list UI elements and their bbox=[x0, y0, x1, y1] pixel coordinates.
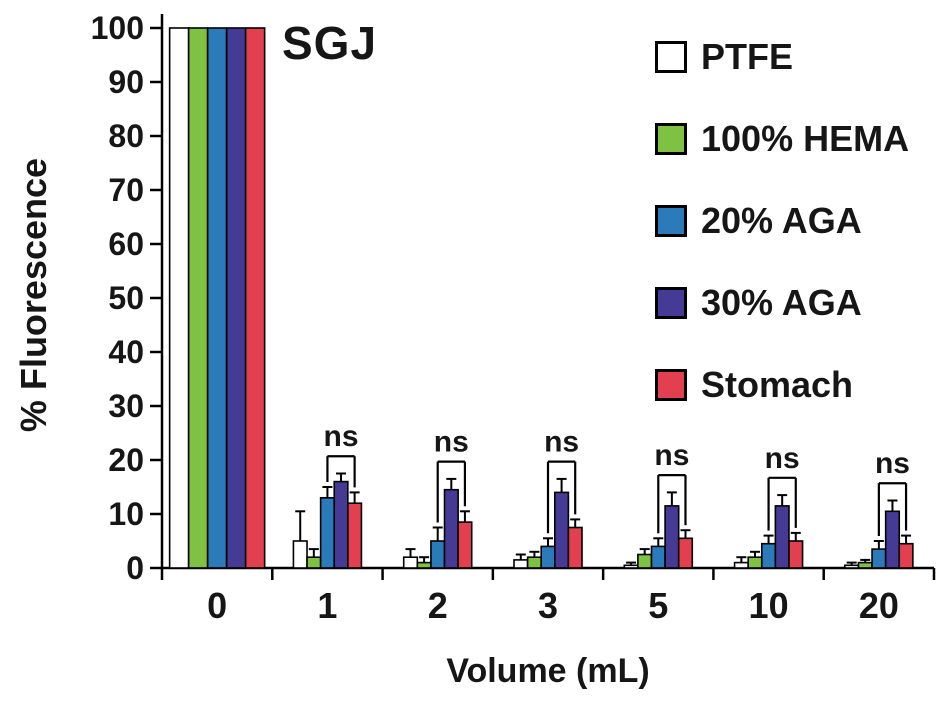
bar bbox=[884, 510, 901, 569]
bar bbox=[760, 542, 777, 569]
bar bbox=[443, 488, 459, 569]
ns-label: ns bbox=[875, 447, 910, 480]
y-tick-label: 80 bbox=[108, 118, 144, 154]
y-tick-label: 100 bbox=[91, 10, 144, 46]
bar bbox=[553, 491, 570, 569]
ns-label: ns bbox=[654, 439, 689, 472]
x-category-label: 3 bbox=[538, 585, 558, 626]
bar bbox=[526, 556, 542, 569]
chart-title: SGJ bbox=[282, 17, 378, 69]
bar bbox=[416, 561, 432, 569]
bar bbox=[333, 480, 349, 569]
x-category-label: 5 bbox=[648, 585, 668, 626]
bar bbox=[871, 548, 887, 569]
bar bbox=[206, 27, 228, 569]
legend-item-20aga: 20% AGA bbox=[655, 200, 909, 242]
bar bbox=[244, 27, 266, 569]
x-axis-label: Volume (mL) bbox=[446, 652, 650, 690]
x-category-label: 1 bbox=[317, 585, 337, 626]
bar bbox=[225, 27, 247, 569]
ns-label: ns bbox=[765, 442, 800, 475]
y-tick-label: 70 bbox=[108, 172, 144, 208]
bar bbox=[623, 564, 639, 569]
y-tick-label: 0 bbox=[126, 550, 144, 586]
bar bbox=[774, 505, 790, 569]
x-category-label: 10 bbox=[749, 585, 789, 626]
legend: PTFE 100% HEMA 20% AGA 30% AGA Stomach bbox=[655, 36, 909, 406]
bar bbox=[306, 556, 322, 569]
bar bbox=[292, 540, 308, 569]
bar bbox=[677, 537, 694, 569]
bar bbox=[347, 502, 363, 569]
x-category-label: 20 bbox=[859, 585, 899, 626]
bar bbox=[402, 556, 419, 569]
legend-label-stomach: Stomach bbox=[701, 364, 854, 405]
y-tick-label: 60 bbox=[108, 226, 144, 262]
bar bbox=[747, 556, 763, 569]
x-category-label: 0 bbox=[207, 585, 227, 626]
legend-item-ptfe: PTFE bbox=[655, 36, 909, 78]
bar bbox=[637, 553, 653, 569]
ns-label: ns bbox=[324, 420, 359, 453]
legend-item-stomach: Stomach bbox=[655, 364, 909, 406]
y-tick-label: 20 bbox=[108, 442, 144, 478]
y-tick-label: 30 bbox=[108, 388, 144, 424]
legend-item-hema: 100% HEMA bbox=[655, 118, 909, 160]
bar bbox=[567, 526, 583, 569]
legend-swatch-hema bbox=[655, 123, 687, 155]
ns-label: ns bbox=[544, 426, 579, 459]
bar bbox=[457, 521, 473, 569]
ns-label: ns bbox=[434, 426, 469, 459]
bar bbox=[844, 564, 860, 569]
legend-label-hema: 100% HEMA bbox=[701, 118, 910, 159]
legend-label-ptfe: PTFE bbox=[701, 36, 794, 77]
bar bbox=[664, 505, 680, 569]
bar bbox=[898, 542, 914, 569]
y-tick-label: 50 bbox=[108, 280, 144, 316]
bar bbox=[430, 540, 446, 569]
legend-swatch-ptfe bbox=[655, 41, 687, 73]
legend-swatch-30aga bbox=[655, 287, 687, 319]
legend-label-30aga: 30% AGA bbox=[701, 282, 862, 323]
legend-swatch-20aga bbox=[655, 205, 687, 237]
bar bbox=[187, 27, 209, 569]
legend-item-30aga: 30% AGA bbox=[655, 282, 909, 324]
y-axis-label: % Fluorescence bbox=[13, 157, 54, 433]
bar bbox=[319, 496, 336, 569]
bar bbox=[788, 540, 804, 569]
y-tick-label: 10 bbox=[108, 496, 144, 532]
legend-label-20aga: 20% AGA bbox=[701, 200, 862, 241]
bar bbox=[168, 27, 190, 569]
legend-swatch-stomach bbox=[655, 369, 687, 401]
y-tick-label: 40 bbox=[108, 334, 144, 370]
bar bbox=[513, 559, 529, 569]
bar bbox=[857, 561, 873, 569]
x-category-label: 2 bbox=[428, 585, 448, 626]
y-tick-label: 90 bbox=[108, 64, 144, 100]
bar bbox=[540, 545, 556, 569]
bar bbox=[733, 561, 749, 569]
bar bbox=[650, 545, 666, 569]
